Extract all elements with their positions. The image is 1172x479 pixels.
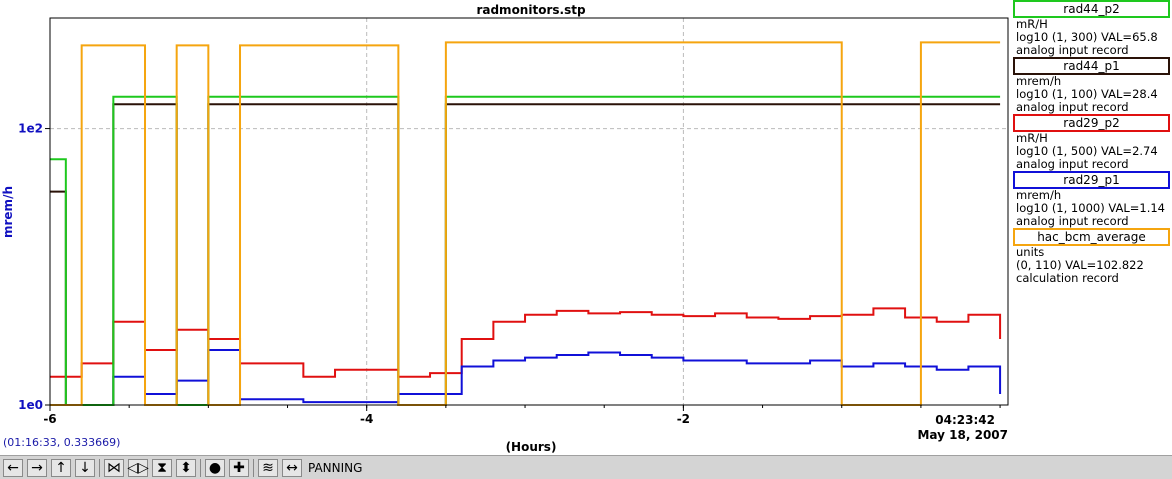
toolbar: ← → ↑ ↓ ⋈ ◁▷ ⧗ ⬍ ● ✚ ≋ ↔ PANNING (0, 455, 1172, 479)
arrow-left-icon: ← (7, 459, 19, 476)
legend-range-line: log10 (1, 300) VAL=65.8 (1016, 30, 1158, 44)
arrow-right-button[interactable]: → (27, 458, 47, 477)
legend-series-name: rad29_p1 (1013, 171, 1170, 189)
pan-button[interactable]: ↔ (282, 458, 302, 477)
plus-button[interactable]: ✚ (229, 458, 249, 477)
record-icon: ● (208, 459, 222, 476)
series-line-rad44-p2 (50, 95, 1001, 406)
axis-ticks: -6 -4 -2 1e0 1e2 (18, 122, 1001, 426)
arrow-right-icon: → (31, 459, 43, 476)
autoscale-icon: ≋ (262, 459, 274, 476)
legend-range-line: log10 (1, 100) VAL=28.4 (1016, 87, 1158, 101)
zoom-in-vertical-icon: ⧗ (157, 459, 167, 476)
zoom-out-horizontal-button[interactable]: ◁▷ (127, 458, 149, 477)
legend-unit: mrem/h (1016, 188, 1062, 202)
time-label: 04:23:42 (935, 413, 995, 427)
x-tick-label: -6 (43, 412, 56, 426)
date-label: May 18, 2007 (917, 428, 1008, 442)
legend-item-rad29-p2[interactable]: rad29_p2 mR/H log10 (1, 500) VAL=2.74 analo… (1013, 114, 1172, 171)
plus-icon: ✚ (233, 459, 245, 476)
legend-unit: mR/H (1016, 131, 1048, 145)
zoom-in-horizontal-button[interactable]: ⋈ (104, 458, 124, 477)
series-line-hac-bcm-average (50, 41, 1001, 406)
legend-item-rad29-p1[interactable]: rad29_p1 mrem/h log10 (1, 1000) VAL=1.14 an… (1013, 171, 1172, 228)
toolbar-separator (99, 458, 100, 477)
legend-series-name: hac_bcm_average (1013, 228, 1170, 246)
legend-unit: mrem/h (1016, 74, 1062, 88)
mode-status: PANNING (308, 460, 363, 475)
legend-item-hac-bcm-average[interactable]: hac_bcm_average units (0, 110) VAL=102.822… (1013, 228, 1172, 285)
grid-lines (49, 18, 1008, 405)
legend-unit: mR/H (1016, 17, 1048, 31)
zoom-in-vertical-button[interactable]: ⧗ (152, 458, 172, 477)
legend-range-line: (0, 110) VAL=102.822 (1016, 258, 1144, 272)
legend-record: analog input record (1016, 214, 1129, 228)
legend-record: analog input record (1016, 43, 1129, 57)
x-tick-label: -2 (677, 412, 690, 426)
chart-title: radmonitors.stp (476, 3, 585, 17)
legend-unit: units (1016, 245, 1045, 259)
autoscale-button[interactable]: ≋ (258, 458, 278, 477)
y-tick-label: 1e2 (18, 122, 43, 136)
chart-area[interactable]: radmonitors.stp -6 -4 -2 1e0 1e2 mrem/h (Hou… (0, 0, 1010, 455)
legend-series-name: rad44_p2 (1013, 0, 1170, 18)
y-axis-label: mrem/h (1, 186, 15, 238)
arrow-left-button[interactable]: ← (3, 458, 23, 477)
plot-frame (49, 17, 1009, 406)
cursor-coordinates: (01:16:33, 0.333669) (3, 436, 121, 449)
legend-range-line: log10 (1, 500) VAL=2.74 (1016, 144, 1158, 158)
zoom-out-vertical-button[interactable]: ⬍ (176, 458, 196, 477)
legend-item-rad44-p1[interactable]: rad44_p1 mrem/h log10 (1, 100) VAL=28.4 ana… (1013, 57, 1172, 114)
toolbar-separator (200, 458, 201, 477)
legend-record: analog input record (1016, 100, 1129, 114)
arrow-down-icon: ↓ (79, 459, 91, 476)
arrow-down-button[interactable]: ↓ (75, 458, 95, 477)
pan-icon: ↔ (286, 459, 298, 476)
series-line-rad29-p1 (50, 348, 1002, 406)
x-tick-label: -4 (360, 412, 373, 426)
legend-item-rad44-p2[interactable]: rad44_p2 mR/H log10 (1, 300) VAL=65.8 analo… (1013, 0, 1172, 57)
legend-record: analog input record (1016, 157, 1129, 171)
arrow-up-icon: ↑ (55, 459, 67, 476)
zoom-out-vertical-icon: ⬍ (180, 459, 192, 476)
series-layer (50, 41, 1002, 406)
y-tick-label: 1e0 (18, 398, 43, 412)
x-axis-label: (Hours) (506, 440, 557, 454)
toolbar-separator (253, 458, 254, 477)
legend-series-name: rad29_p2 (1013, 114, 1170, 132)
legend-record: calculation record (1016, 271, 1119, 285)
zoom-out-horizontal-icon: ◁▷ (127, 459, 149, 476)
zoom-in-horizontal-icon: ⋈ (107, 459, 121, 476)
legend-range-line: log10 (1, 1000) VAL=1.14 (1016, 201, 1165, 215)
record-button[interactable]: ● (205, 458, 225, 477)
legend-series-name: rad44_p1 (1013, 57, 1170, 75)
legend: rad44_p2 mR/H log10 (1, 300) VAL=65.8 analo… (1013, 0, 1172, 285)
arrow-up-button[interactable]: ↑ (51, 458, 71, 477)
